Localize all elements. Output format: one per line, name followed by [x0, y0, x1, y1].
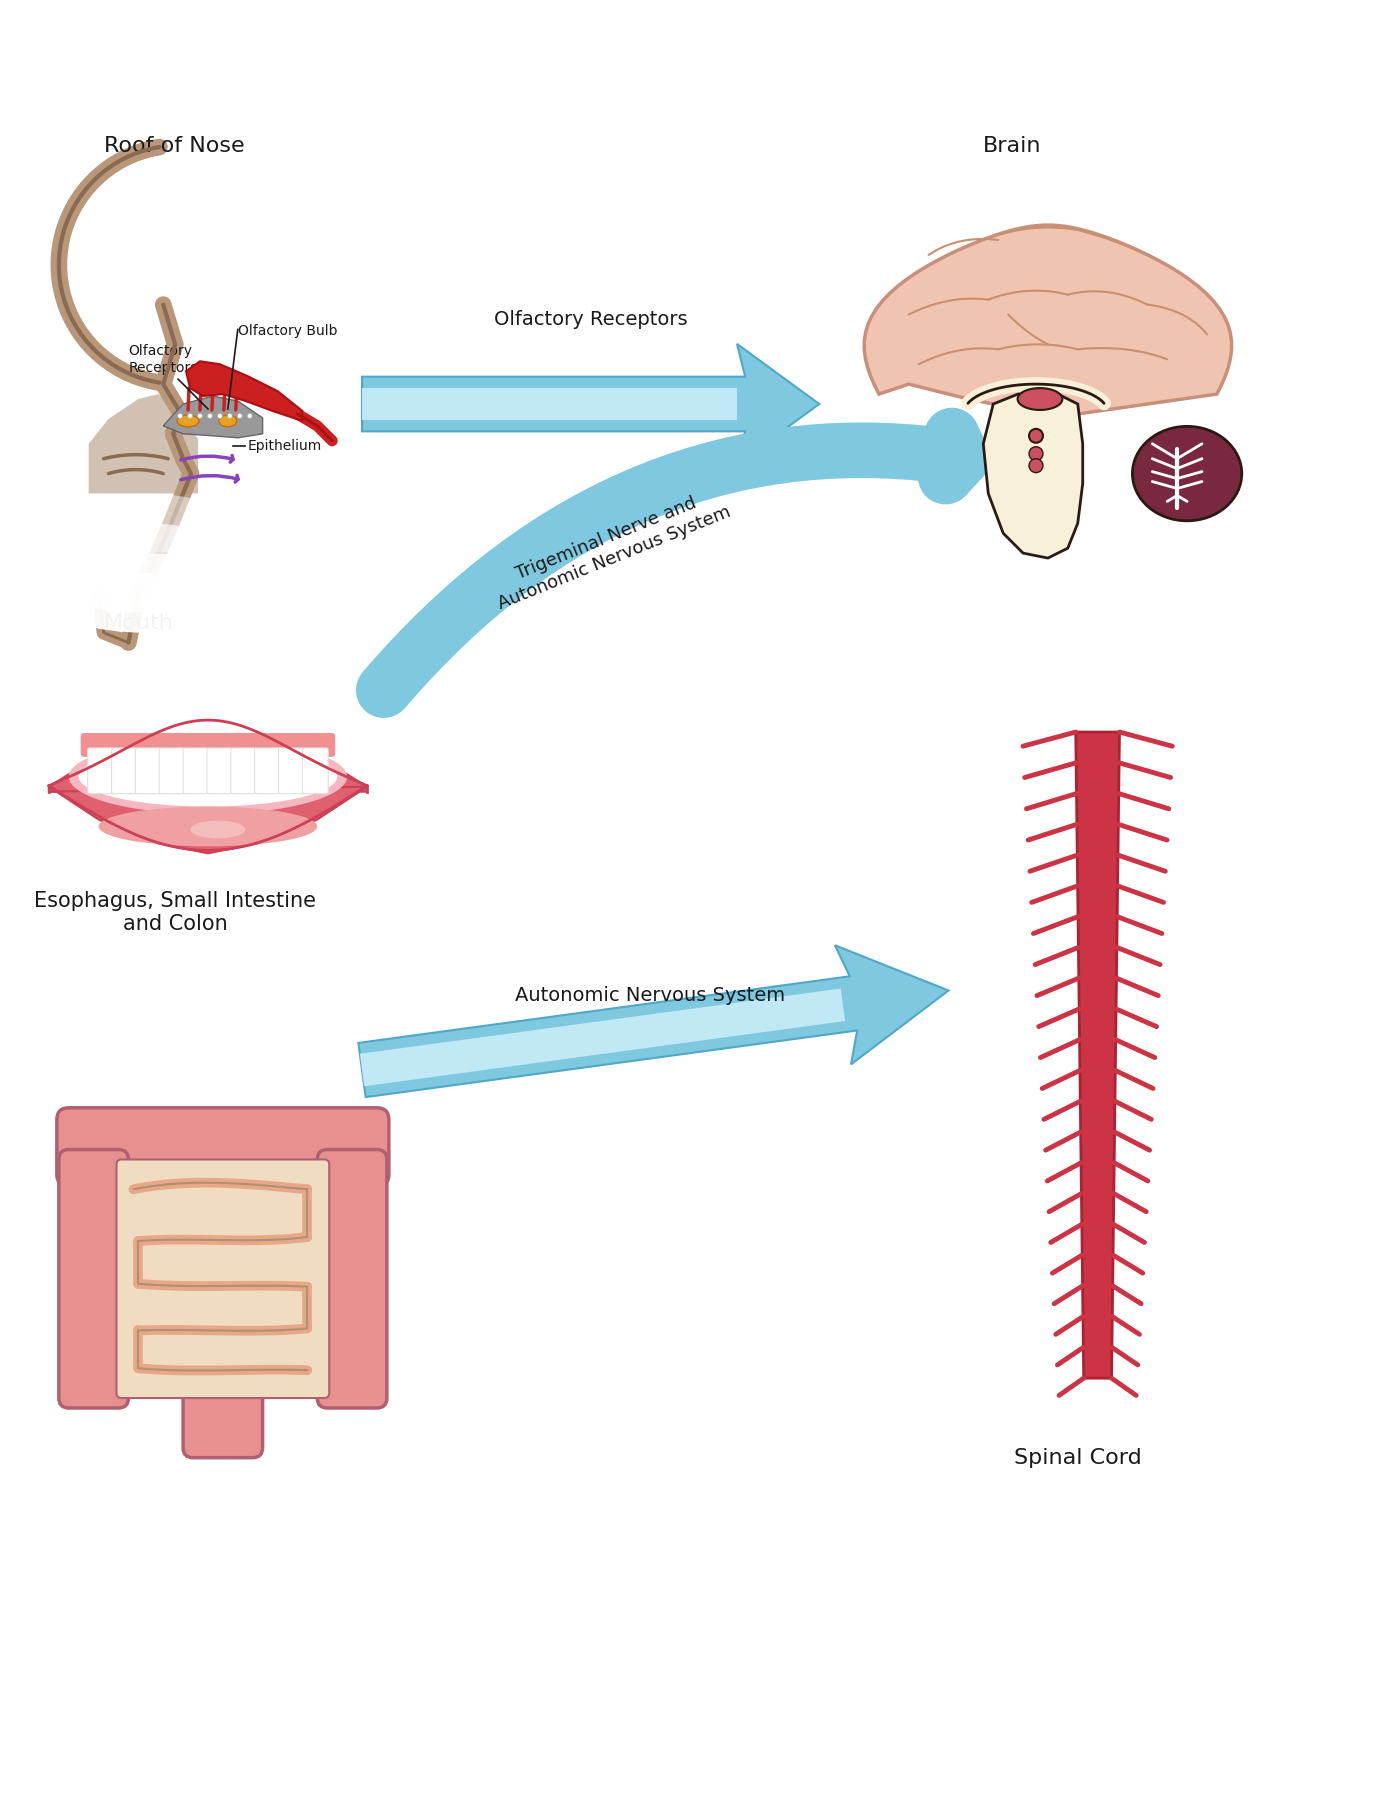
Ellipse shape	[53, 552, 232, 612]
FancyArrow shape	[360, 989, 846, 1087]
FancyBboxPatch shape	[207, 748, 232, 793]
Text: Brain: Brain	[983, 136, 1042, 156]
Text: Esophagus, Small Intestine
and Colon: Esophagus, Small Intestine and Colon	[34, 891, 316, 934]
Ellipse shape	[1133, 426, 1242, 522]
Polygon shape	[186, 360, 302, 420]
FancyBboxPatch shape	[318, 1150, 386, 1407]
FancyBboxPatch shape	[116, 1159, 329, 1398]
FancyBboxPatch shape	[231, 748, 256, 793]
Ellipse shape	[1018, 388, 1063, 409]
Circle shape	[178, 413, 182, 418]
Text: Epithelium: Epithelium	[248, 438, 322, 453]
Text: Olfactory
Receptors: Olfactory Receptors	[129, 344, 197, 375]
FancyArrow shape	[358, 945, 949, 1097]
Circle shape	[237, 413, 242, 418]
FancyBboxPatch shape	[255, 748, 280, 793]
FancyBboxPatch shape	[57, 1108, 389, 1186]
Circle shape	[217, 413, 223, 418]
Ellipse shape	[1029, 429, 1043, 442]
Polygon shape	[49, 786, 367, 853]
Ellipse shape	[53, 523, 232, 583]
Circle shape	[207, 413, 213, 418]
Ellipse shape	[69, 739, 347, 815]
Text: Autonomic Nervous System: Autonomic Nervous System	[515, 987, 785, 1005]
Ellipse shape	[190, 820, 245, 838]
Circle shape	[1029, 458, 1043, 473]
Ellipse shape	[53, 572, 232, 632]
Text: Trigeminal Nerve and
Autonomic Nervous System: Trigeminal Nerve and Autonomic Nervous S…	[487, 484, 734, 612]
FancyBboxPatch shape	[160, 748, 185, 793]
Text: Roof of Nose: Roof of Nose	[104, 136, 244, 156]
Circle shape	[197, 413, 203, 418]
Polygon shape	[1075, 732, 1120, 1378]
Circle shape	[227, 413, 232, 418]
Circle shape	[248, 413, 252, 418]
FancyBboxPatch shape	[88, 748, 113, 793]
FancyBboxPatch shape	[81, 733, 335, 757]
Text: Mouth: Mouth	[104, 612, 174, 632]
FancyBboxPatch shape	[59, 1150, 129, 1407]
Ellipse shape	[78, 746, 337, 806]
Ellipse shape	[218, 415, 237, 427]
FancyArrow shape	[363, 344, 819, 464]
FancyBboxPatch shape	[183, 1364, 263, 1458]
Circle shape	[1029, 447, 1043, 460]
Ellipse shape	[178, 415, 199, 427]
FancyBboxPatch shape	[279, 748, 304, 793]
Polygon shape	[864, 225, 1232, 415]
Polygon shape	[49, 733, 367, 791]
Text: Olfactory Bulb: Olfactory Bulb	[238, 324, 337, 339]
FancyBboxPatch shape	[302, 748, 328, 793]
FancyBboxPatch shape	[136, 748, 161, 793]
Circle shape	[188, 413, 193, 418]
FancyBboxPatch shape	[183, 748, 209, 793]
FancyBboxPatch shape	[112, 748, 137, 793]
Text: Spinal Cord: Spinal Cord	[1014, 1447, 1141, 1467]
Polygon shape	[164, 397, 263, 438]
Ellipse shape	[98, 806, 318, 846]
Polygon shape	[88, 395, 197, 493]
Text: Olfactory Receptors: Olfactory Receptors	[494, 310, 687, 330]
Polygon shape	[983, 395, 1082, 558]
Ellipse shape	[53, 493, 232, 552]
FancyArrow shape	[363, 388, 736, 420]
